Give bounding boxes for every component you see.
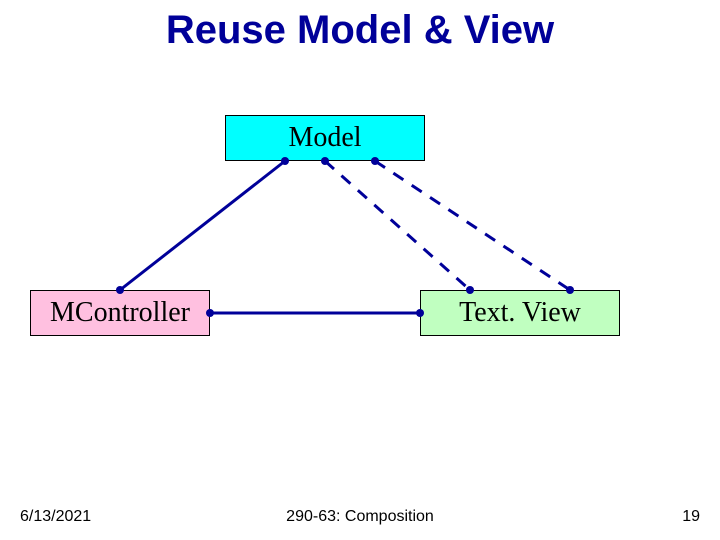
- footer-center: 290-63: Composition: [0, 508, 720, 526]
- node-model-label: Model: [288, 122, 361, 154]
- node-textview: Text. View: [420, 290, 620, 336]
- title-text: Reuse Model & View: [166, 8, 554, 52]
- page-title: Reuse Model & View: [0, 8, 720, 53]
- node-model: Model: [225, 115, 425, 161]
- edges-layer: [0, 0, 720, 540]
- node-mcontroller-label: MController: [50, 297, 190, 329]
- node-mcontroller: MController: [30, 290, 210, 336]
- node-textview-label: Text. View: [459, 297, 581, 329]
- footer-page: 19: [682, 508, 700, 526]
